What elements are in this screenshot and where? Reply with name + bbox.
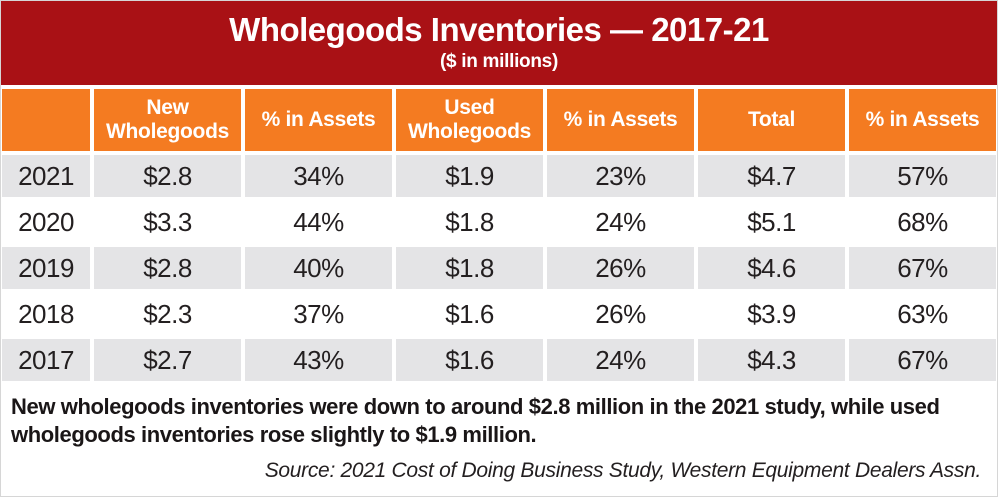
data-cell: $1.6 [396,339,543,381]
data-cell: 40% [245,247,392,289]
data-cell: $5.1 [698,201,845,243]
header-cell-total: Total [698,89,845,151]
title-banner: Wholegoods Inventories — 2017-21 ($ in m… [1,1,997,85]
page-subtitle: ($ in millions) [440,51,558,73]
data-cell: $2.7 [94,339,241,381]
year-cell: 2018 [2,293,90,335]
data-cell: $4.7 [698,155,845,197]
data-cell: 37% [245,293,392,335]
source-credit: Source: 2021 Cost of Doing Business Stud… [264,459,982,483]
data-cell: 63% [849,293,996,335]
header-cell-year [2,89,90,151]
data-cell: 34% [245,155,392,197]
data-cell: $4.3 [698,339,845,381]
data-cell: $2.8 [94,155,241,197]
header-cell-new-pct-assets: % in Assets [245,89,392,151]
data-cell: $3.3 [94,201,241,243]
year-cell: 2020 [2,201,90,243]
data-cell: $1.8 [396,247,543,289]
data-cell: $3.9 [698,293,845,335]
data-cell: 67% [849,339,996,381]
data-cell: 26% [547,247,694,289]
data-cell: 67% [849,247,996,289]
wholegoods-table: New Wholegoods % in Assets Used Wholegoo… [1,85,997,385]
data-cell: 43% [245,339,392,381]
data-cell: $4.6 [698,247,845,289]
data-cell: $2.8 [94,247,241,289]
year-cell: 2019 [2,247,90,289]
data-cell: 68% [849,201,996,243]
year-cell: 2021 [2,155,90,197]
header-cell-new-wholegoods: New Wholegoods [94,89,241,151]
page-title: Wholegoods Inventories — 2017-21 [229,10,769,48]
year-cell: 2017 [2,339,90,381]
data-cell: 24% [547,339,694,381]
data-cell: 26% [547,293,694,335]
header-cell-used-wholegoods: Used Wholegoods [396,89,543,151]
data-cell: 24% [547,201,694,243]
data-cell: $1.6 [396,293,543,335]
header-cell-used-pct-assets: % in Assets [547,89,694,151]
header-cell-total-pct-assets: % in Assets [849,89,996,151]
data-cell: 57% [849,155,996,197]
data-cell: $1.9 [396,155,543,197]
data-cell: 44% [245,201,392,243]
data-cell: $2.3 [94,293,241,335]
data-cell: 23% [547,155,694,197]
data-cell: $1.8 [396,201,543,243]
summary-caption: New wholegoods inventories were down to … [11,394,940,448]
